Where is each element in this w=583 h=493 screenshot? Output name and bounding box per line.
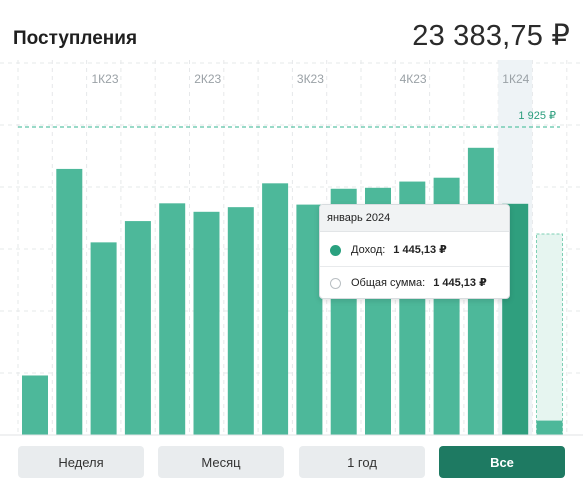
bar: [262, 183, 289, 435]
income-dot-icon: [330, 244, 341, 256]
total-amount: 23 383,75 ₽: [412, 20, 570, 52]
bar: [227, 207, 254, 435]
tooltip-total-value: 1 445,13 ₽: [433, 277, 487, 289]
quarter-tick-label: 4К23: [400, 72, 427, 86]
bar: [193, 211, 220, 435]
period-all-button[interactable]: Все: [439, 446, 565, 478]
tooltip-divider: [320, 266, 509, 267]
tooltip-income-label: Доход:: [351, 244, 386, 256]
page-title: Поступления: [13, 28, 138, 49]
quarter-tick-label: 1К23: [91, 72, 118, 86]
tooltip-date: январь 2024: [320, 205, 509, 232]
quarter-tick-label: 3К23: [297, 72, 324, 86]
tooltip-row-total: Общая сумма: 1 445,13 ₽: [330, 275, 487, 291]
bar: [90, 242, 117, 435]
period-year-button[interactable]: 1 год: [299, 446, 425, 478]
total-dot-icon: [330, 277, 341, 289]
period-month-button[interactable]: Месяц: [158, 446, 284, 478]
quarter-tick-label: 1К24: [502, 72, 529, 86]
bar: [56, 168, 83, 436]
bar: [159, 203, 186, 435]
bar: [124, 221, 151, 435]
period-week-button[interactable]: Неделя: [18, 446, 144, 478]
tooltip-row-income: Доход: 1 445,13 ₽: [330, 242, 447, 258]
forecast-bar: [536, 233, 563, 436]
reference-line-label: 1 925 ₽: [518, 110, 556, 122]
bar: [296, 204, 323, 435]
period-selector: Неделя Месяц 1 год Все: [18, 446, 565, 478]
bar: [536, 420, 563, 435]
chart-tooltip: январь 2024 Доход: 1 445,13 ₽ Общая сумм…: [319, 204, 510, 299]
bar: [22, 375, 48, 435]
tooltip-income-value: 1 445,13 ₽: [393, 244, 447, 256]
quarter-tick-label: 2К23: [194, 72, 221, 86]
tooltip-total-label: Общая сумма:: [351, 277, 426, 289]
